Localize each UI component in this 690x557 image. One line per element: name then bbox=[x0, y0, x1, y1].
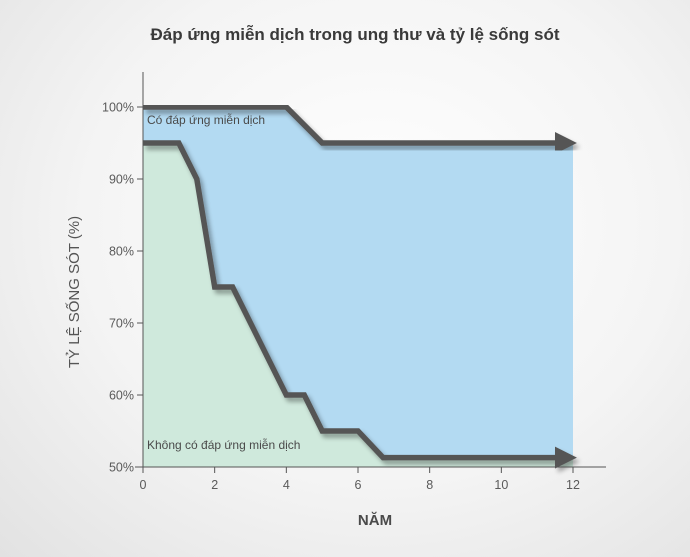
chart-title: Đáp ứng miễn dịch trong ung thư và tỷ lệ… bbox=[150, 25, 559, 44]
y-axis-title: TỶ LỆ SỐNG SÓT (%) bbox=[65, 216, 83, 368]
x-tick-label: 10 bbox=[494, 478, 508, 492]
y-tick-label: 90% bbox=[109, 173, 134, 187]
axes bbox=[135, 72, 606, 468]
x-tick-label: 8 bbox=[426, 478, 433, 492]
x-ticks: 0 2 4 6 8 10 12 bbox=[140, 467, 580, 492]
y-tick-label: 50% bbox=[109, 461, 134, 475]
plot-area bbox=[143, 107, 573, 467]
line-with-immune-response bbox=[143, 104, 577, 154]
y-tick-label: 70% bbox=[109, 317, 134, 331]
series-lines bbox=[143, 104, 577, 469]
y-ticks: 50% 60% 70% 80% 90% 100% bbox=[102, 101, 143, 475]
x-axis-title: NĂM bbox=[358, 512, 392, 529]
x-tick-label: 0 bbox=[140, 478, 147, 492]
area-without-immune-response bbox=[143, 143, 573, 467]
y-tick-label: 100% bbox=[102, 101, 134, 115]
x-tick-label: 4 bbox=[283, 478, 290, 492]
x-tick-label: 6 bbox=[355, 478, 362, 492]
x-tick-label: 2 bbox=[211, 478, 218, 492]
series-label-without-immune-response: Không có đáp ứng miễn dịch bbox=[147, 437, 300, 452]
series-label-with-immune-response: Có đáp ứng miễn dịch bbox=[147, 112, 265, 127]
y-tick-label: 80% bbox=[109, 245, 134, 259]
line-without-immune-response bbox=[143, 140, 577, 469]
y-tick-label: 60% bbox=[109, 389, 134, 403]
x-tick-label: 12 bbox=[566, 478, 580, 492]
